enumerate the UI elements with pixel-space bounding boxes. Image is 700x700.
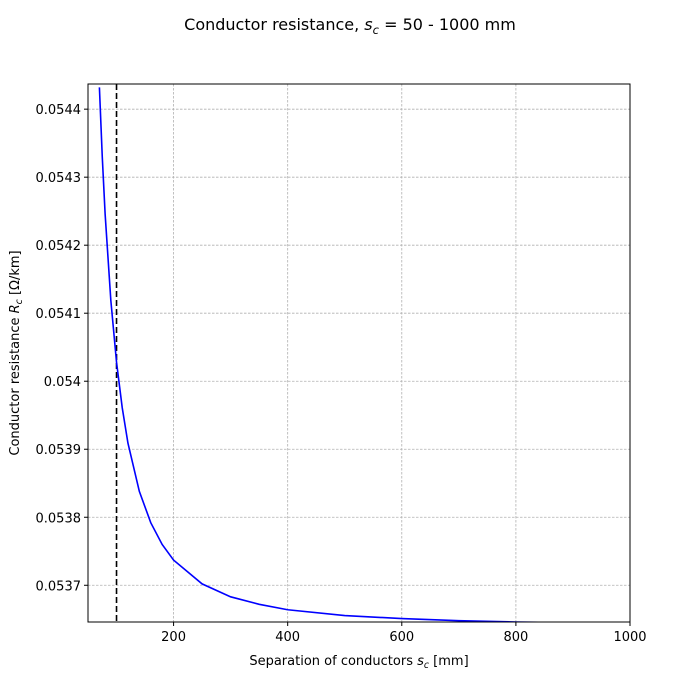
- title-text: = 50 - 1000 mm: [379, 15, 516, 34]
- title-subscript: c: [373, 23, 380, 37]
- y-label-subscript: c: [14, 298, 25, 304]
- y-label-text: Conductor resistance: [8, 313, 23, 455]
- y-tick-label: 0.0542: [36, 239, 82, 254]
- x-tick-label: 1000: [613, 630, 646, 645]
- x-tick-label: 200: [161, 630, 186, 645]
- x-label-text: [mm]: [429, 654, 469, 669]
- axes-frame: [87, 83, 631, 623]
- x-label-subscript: c: [424, 660, 430, 671]
- x-label-symbol: s: [417, 654, 424, 669]
- title-text: Conductor resistance,: [184, 15, 364, 34]
- x-tick-label: 800: [503, 630, 528, 645]
- line-series: [98, 87, 584, 622]
- x-label-text: Separation of conductors: [249, 654, 417, 669]
- title-symbol: s: [364, 15, 372, 34]
- x-tick-label: 600: [389, 630, 414, 645]
- x-tick-label: 400: [275, 630, 300, 645]
- y-tick-label: 0.054: [44, 375, 81, 390]
- chart-title: Conductor resistance, sc = 50 - 1000 mm: [184, 15, 516, 37]
- y-tick-label: 0.0541: [36, 307, 82, 322]
- plot-area: [98, 84, 584, 622]
- y-tick-label: 0.0538: [36, 511, 82, 526]
- y-label-symbol: R: [8, 304, 23, 313]
- y-tick-label: 0.0543: [36, 171, 82, 186]
- y-label-text: [Ω/km]: [8, 250, 23, 299]
- y-tick-label: 0.0544: [36, 103, 82, 118]
- x-axis-label: Separation of conductors sc [mm]: [249, 654, 468, 671]
- y-tick-label: 0.0539: [36, 443, 82, 458]
- y-axis-label: Conductor resistance Rc [Ω/km]: [8, 250, 25, 455]
- y-tick-label: 0.0537: [36, 579, 82, 594]
- ticks: 200 400 600 800 1000 0.0537 0.0538 0.0539 0.054 0…: [36, 103, 647, 645]
